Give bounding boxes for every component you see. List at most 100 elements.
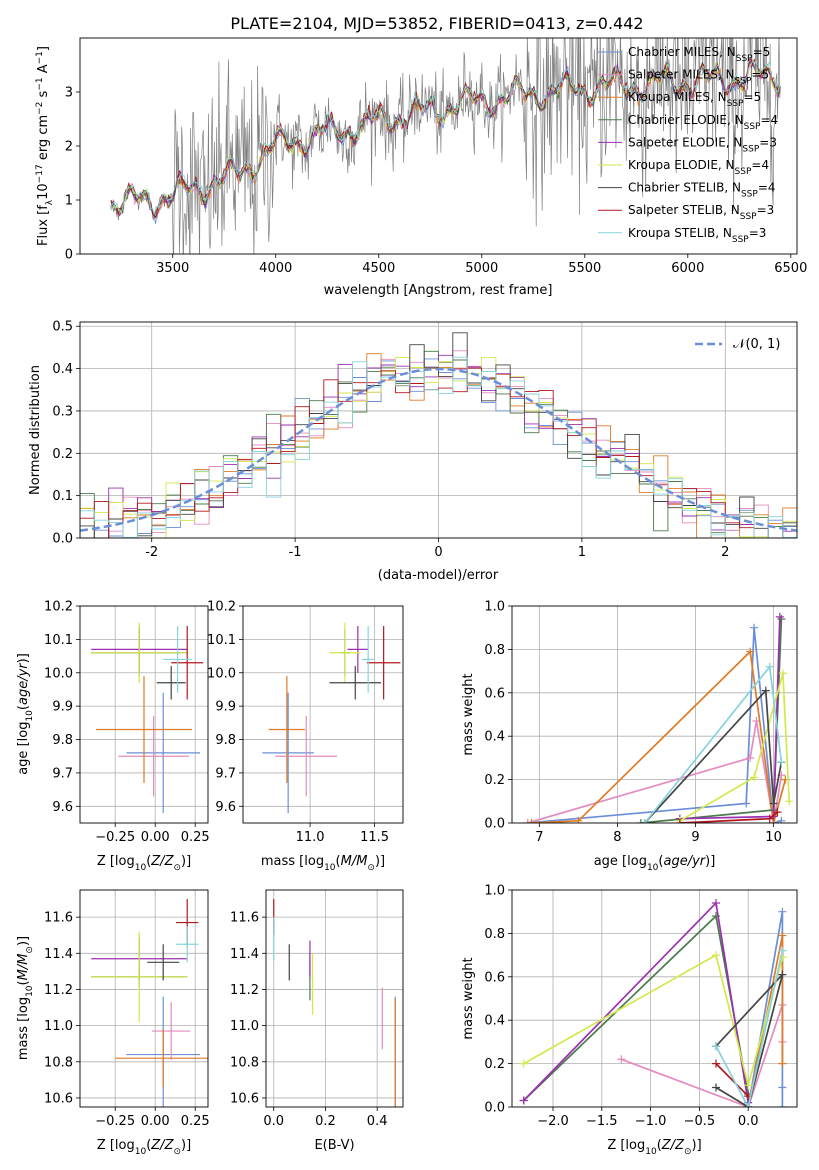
label-part: age/yr [16, 662, 31, 705]
y-tick-label: 11.6 [230, 911, 259, 926]
y-tick-label: 11.2 [44, 983, 73, 998]
x-tick-label: 10 [765, 830, 782, 845]
label-part: Flux [f [36, 205, 51, 246]
axes-frame [511, 605, 798, 824]
label-part: −17 [35, 164, 45, 183]
legend-entry: Salpeter MILES, NSSP=5 [628, 68, 769, 87]
y-tick-label: 10.2 [44, 600, 73, 615]
spectrum-legend: Chabrier MILES, NSSP=5 Salpeter MILES, NS… [598, 45, 778, 245]
legend-entry: Salpeter STELIB, NSSP=3 [628, 203, 774, 222]
histogram-step [80, 356, 797, 538]
label-part: Z/Z [150, 1138, 174, 1153]
mass-weight-marker [675, 819, 684, 823]
x-tick-label: 9 [691, 830, 699, 845]
legend-sub: SSP [736, 54, 753, 64]
y-tick-label: 0.4 [484, 1014, 505, 1029]
legend-tail: =3 [759, 135, 777, 149]
mass-weight-marker [778, 1059, 787, 1068]
label-part: Z [log [607, 1138, 645, 1153]
y-tick-label: 0.3 [52, 404, 73, 419]
legend-tail: =4 [758, 181, 776, 195]
spectrum-xlabel: wavelength [Angstrom, rest frame] [324, 283, 553, 298]
y-tick-label: 9.8 [52, 733, 73, 748]
label-part: )] [692, 1138, 702, 1153]
legend-entry: Chabrier ELODIE, NSSP=4 [628, 113, 778, 132]
label-part: 10 [36, 183, 51, 200]
axes-frame [265, 889, 404, 1108]
legend-entry: Chabrier STELIB, NSSP=4 [628, 181, 776, 200]
axes-spectrum: 3500 4000 4500 5000 5500 6000 6500 0 1 2 3 Chabrier… [65, 37, 807, 276]
legend-tail: =5 [744, 90, 762, 104]
label-part: −1 [35, 51, 45, 64]
mass-weight-marker [711, 1042, 720, 1051]
y-tick-label: 0.8 [484, 643, 505, 658]
axes-frame [511, 889, 798, 1108]
mass-weight-line [715, 1063, 749, 1097]
legend-text: Kroupa ELODIE, N [628, 158, 735, 172]
legend-tail: =5 [753, 45, 771, 59]
y-tick-label: 10.0 [207, 666, 236, 681]
label-part: )] [16, 936, 31, 946]
y-tick-label: 0.2 [484, 773, 505, 788]
mass-weight-marker [617, 1055, 626, 1064]
mass-weight-marker [519, 1059, 528, 1068]
plot-area-mass_vs_ebv [266, 890, 403, 1107]
x-tick-label: 5000 [465, 261, 498, 276]
spectrum-ylabel: Flux [fλ10−17 erg cm−2 s−1 A−1] [35, 46, 55, 246]
figure-title: PLATE=2104, MJD=53852, FIBERID=0413, z=0… [230, 14, 643, 33]
label-part: −1 [35, 77, 45, 90]
legend-sub: SSP [742, 144, 759, 154]
x-tick-label: −0.25 [95, 830, 135, 845]
legend-sub: SSP [727, 99, 744, 109]
mass-weight-marker [765, 662, 774, 671]
legend-text: Salpeter ELODIE, N [628, 135, 742, 149]
x-tick-label: 8 [613, 830, 621, 845]
y-tick-label: 9.6 [215, 800, 236, 815]
y-tick-label: 0.0 [484, 1101, 505, 1116]
y-tick-label: 1.0 [484, 600, 505, 615]
x-tick-label: 6000 [671, 261, 704, 276]
label-part: 10 [647, 863, 659, 873]
legend-entry: Chabrier MILES, NSSP=5 [628, 45, 770, 64]
legend-entry: Kroupa MILES, NSSP=5 [628, 90, 761, 109]
label-part: age [log [16, 722, 31, 775]
mass-weight-marker [778, 970, 787, 979]
y-tick-label: 1.0 [484, 884, 505, 899]
y-tick-label: 11.2 [230, 983, 259, 998]
x-tick-label: 3500 [156, 261, 189, 276]
legend-entry: Kroupa ELODIE, NSSP=4 [628, 158, 769, 177]
label-part: ⊙ [684, 1147, 692, 1157]
label-part: )] [375, 854, 385, 869]
axes-age_vs_mass: 11.0 11.5 9.6 9.7 9.8 9.9 10.0 10.1 10.2 [207, 600, 404, 845]
y-tick-label: 10.6 [44, 1091, 73, 1106]
x-tick-label: 0.00 [141, 1114, 170, 1129]
mass-weight-line [644, 688, 783, 823]
label-part: )] [705, 854, 715, 869]
x-tick-label: −2.0 [537, 1114, 569, 1129]
mass-weight-marker [761, 686, 770, 695]
mass-weight-marker [744, 1081, 753, 1090]
x-tick-label: −0.25 [95, 1114, 135, 1129]
y-tick-label: 9.9 [52, 700, 73, 715]
axes-massweight_vs_Z: −2.0 −1.5 −1.0 −0.5 0.0 0.0 0.2 0.4 0.6 0.8 1.0 [484, 884, 798, 1129]
massweight_vs_age-xlabel: age [log10(age/yr)] [594, 854, 716, 873]
legend-text: Salpeter STELIB, N [628, 203, 740, 217]
y-tick-label: 10.8 [230, 1055, 259, 1070]
label-part: ( [146, 1138, 151, 1153]
age_vs_mass-xlabel: mass [log10(M/M⊙)] [261, 854, 385, 873]
mass-weight-marker [750, 773, 759, 782]
axes-frame [79, 605, 209, 824]
label-part: )] [181, 854, 191, 869]
label-part: Z/Z [150, 854, 174, 869]
legend-sub: SSP [735, 167, 752, 177]
x-tick-label: 0.25 [181, 830, 210, 845]
mass-weight-marker [773, 808, 782, 817]
label-part: Z [log [97, 854, 135, 869]
label-part: Z/Z [661, 1138, 685, 1153]
x-tick-label: 11.0 [296, 830, 325, 845]
label-part: 10 [25, 985, 35, 997]
x-tick-label: 4000 [259, 261, 292, 276]
x-tick-label: 0.0 [263, 1114, 284, 1129]
x-tick-label: 0.0 [738, 1114, 759, 1129]
